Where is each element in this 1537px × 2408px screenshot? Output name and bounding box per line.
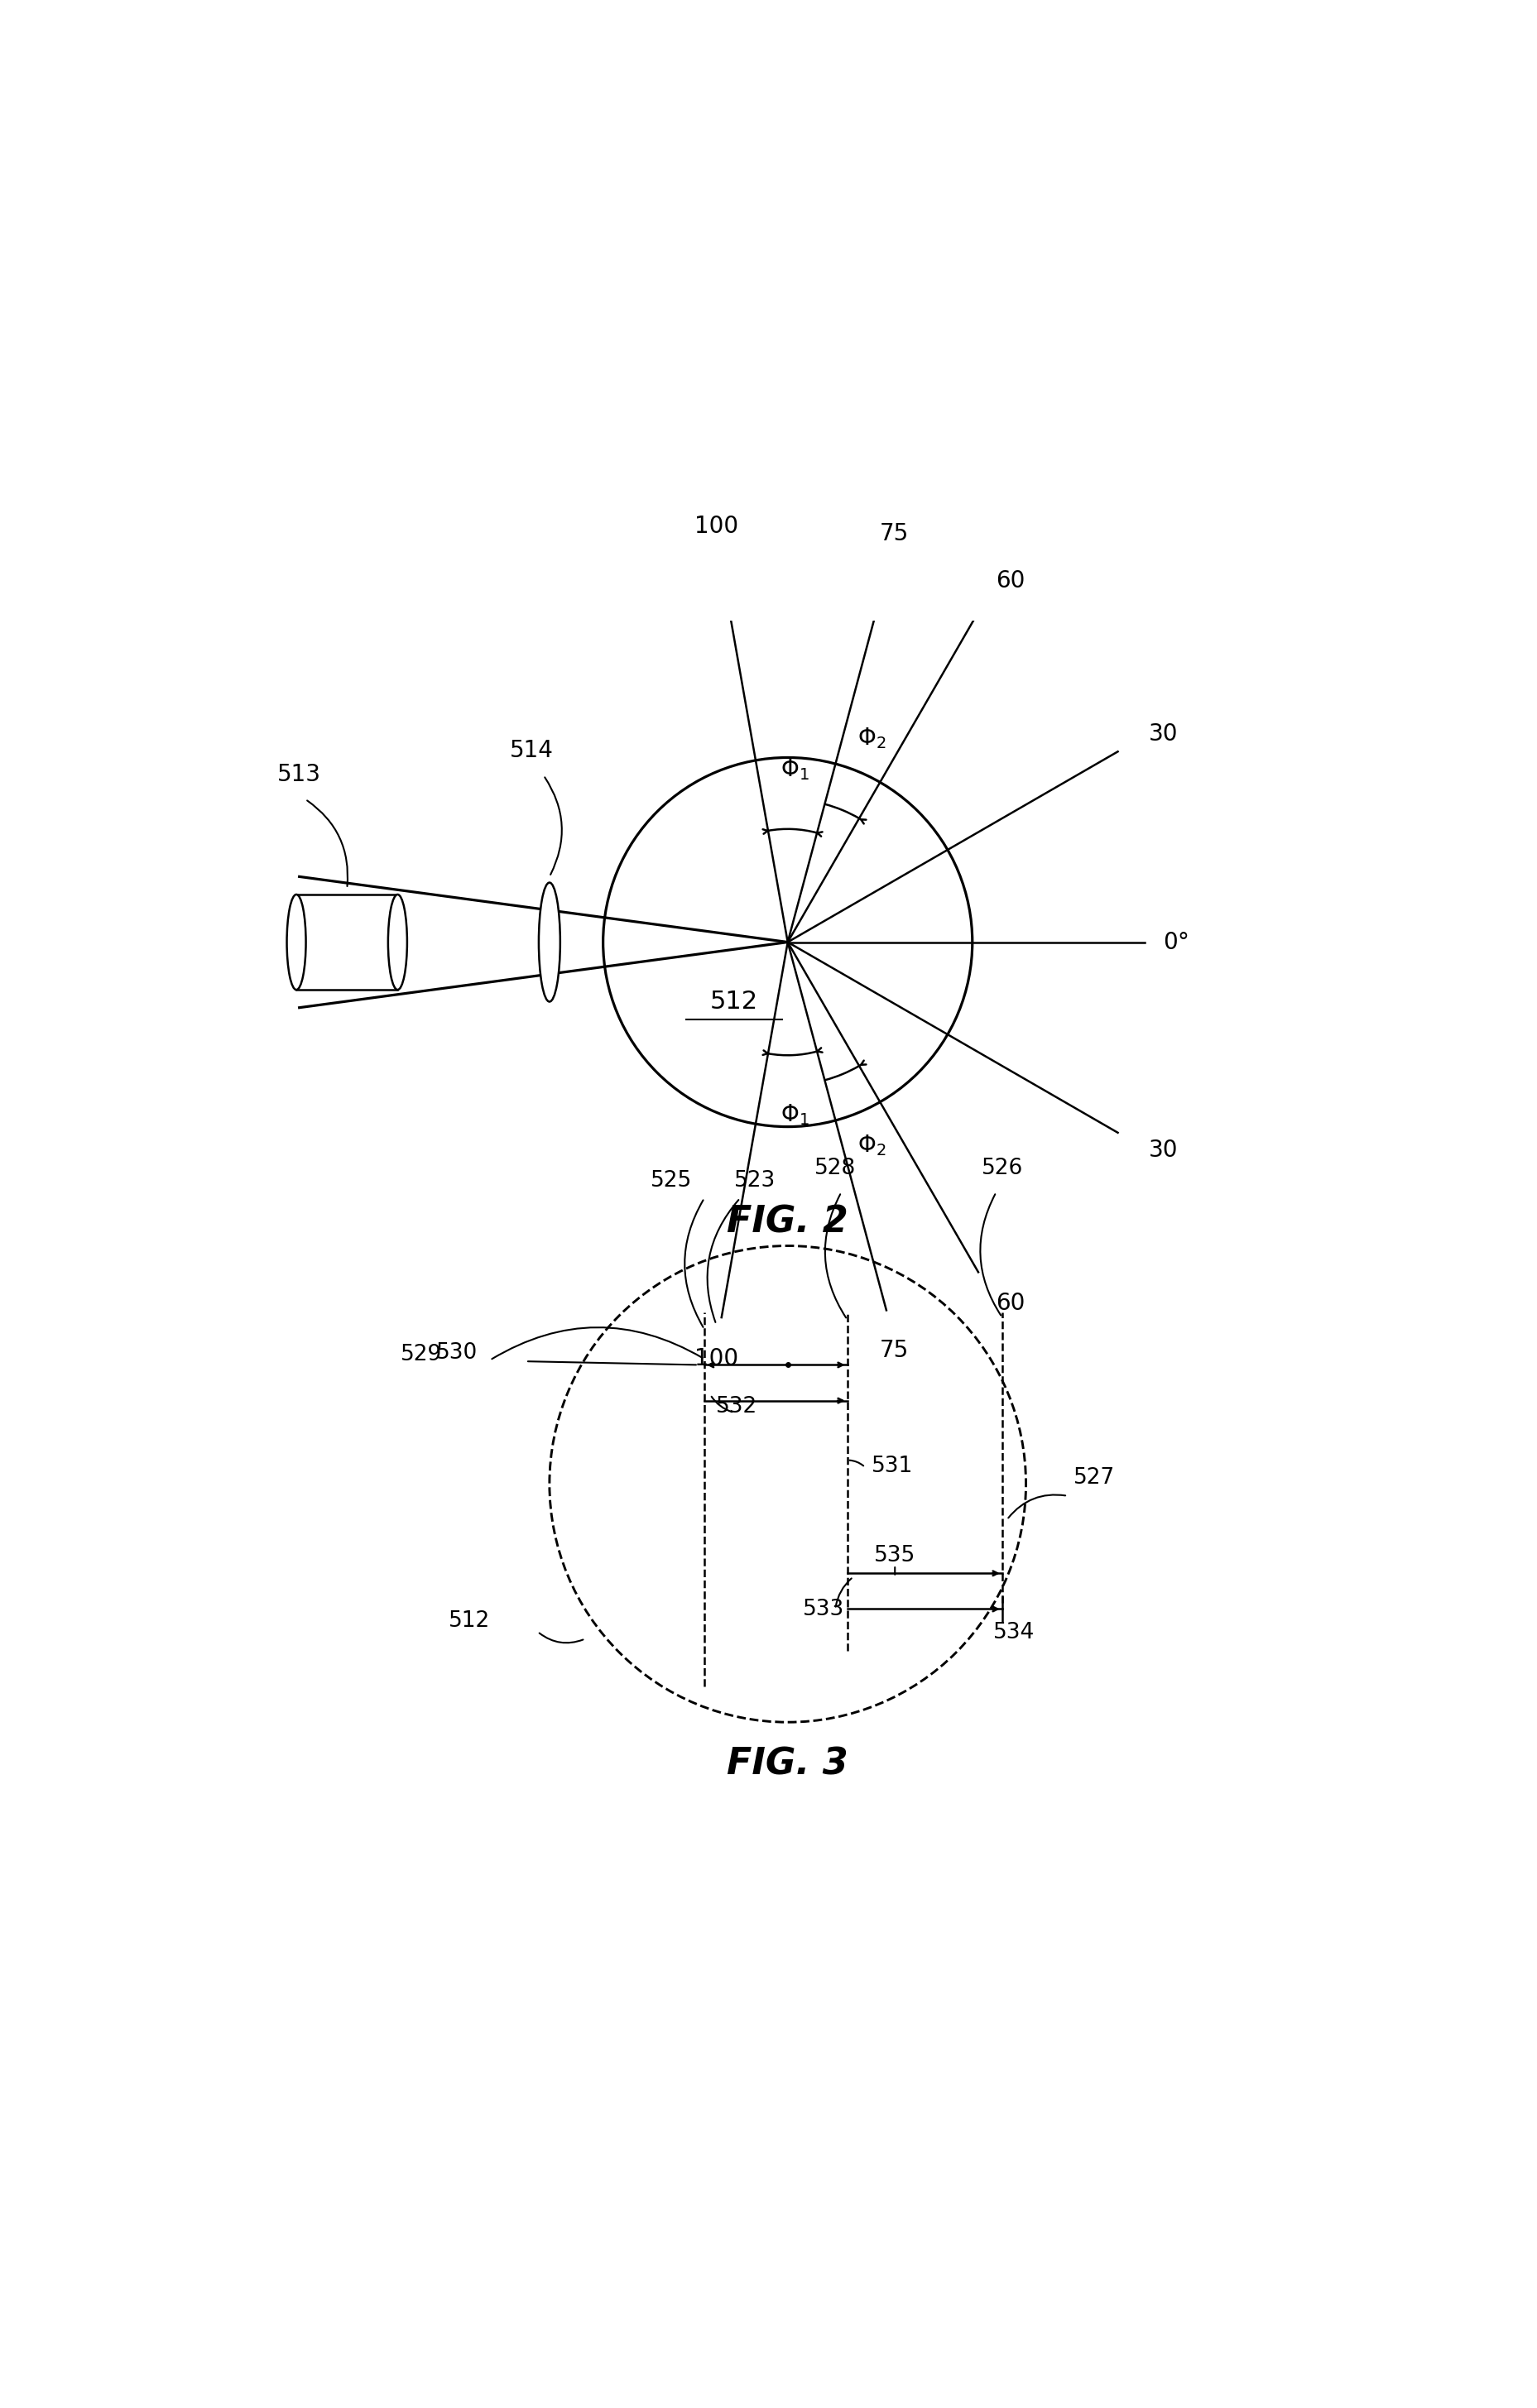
Text: 527: 527 — [1073, 1466, 1116, 1488]
Text: 512: 512 — [710, 990, 758, 1014]
Text: 523: 523 — [735, 1170, 776, 1192]
Text: 535: 535 — [875, 1546, 916, 1565]
Text: 513: 513 — [277, 763, 321, 787]
Ellipse shape — [387, 893, 407, 990]
Text: 526: 526 — [981, 1158, 1024, 1180]
Text: FIG. 3: FIG. 3 — [727, 1746, 848, 1782]
Text: 100: 100 — [695, 1346, 738, 1370]
Text: 525: 525 — [650, 1170, 692, 1192]
Text: $\Phi_2$: $\Phi_2$ — [858, 727, 887, 751]
Text: 30: 30 — [1148, 722, 1179, 746]
Text: FIG. 2: FIG. 2 — [727, 1204, 848, 1240]
Text: 531: 531 — [871, 1454, 913, 1476]
Text: 30: 30 — [1148, 1139, 1179, 1163]
FancyBboxPatch shape — [297, 893, 398, 990]
Text: 534: 534 — [993, 1623, 1034, 1645]
Text: 60: 60 — [996, 571, 1025, 592]
Text: 512: 512 — [449, 1611, 490, 1633]
Text: $\Phi_1$: $\Phi_1$ — [781, 756, 810, 783]
Ellipse shape — [539, 884, 559, 1002]
Text: 529: 529 — [401, 1344, 443, 1365]
Ellipse shape — [287, 893, 306, 990]
Text: 528: 528 — [815, 1158, 856, 1180]
Text: 75: 75 — [879, 523, 908, 544]
Text: 514: 514 — [510, 739, 553, 763]
Text: 530: 530 — [437, 1341, 478, 1363]
Text: 100: 100 — [695, 515, 738, 537]
Text: 75: 75 — [879, 1339, 908, 1363]
Text: $0°$: $0°$ — [1164, 929, 1188, 954]
Text: 533: 533 — [802, 1599, 844, 1621]
Text: $\Phi_2$: $\Phi_2$ — [858, 1134, 887, 1158]
Text: 60: 60 — [996, 1291, 1025, 1315]
Text: 532: 532 — [716, 1397, 758, 1418]
Text: $\Phi_1$: $\Phi_1$ — [781, 1103, 810, 1127]
